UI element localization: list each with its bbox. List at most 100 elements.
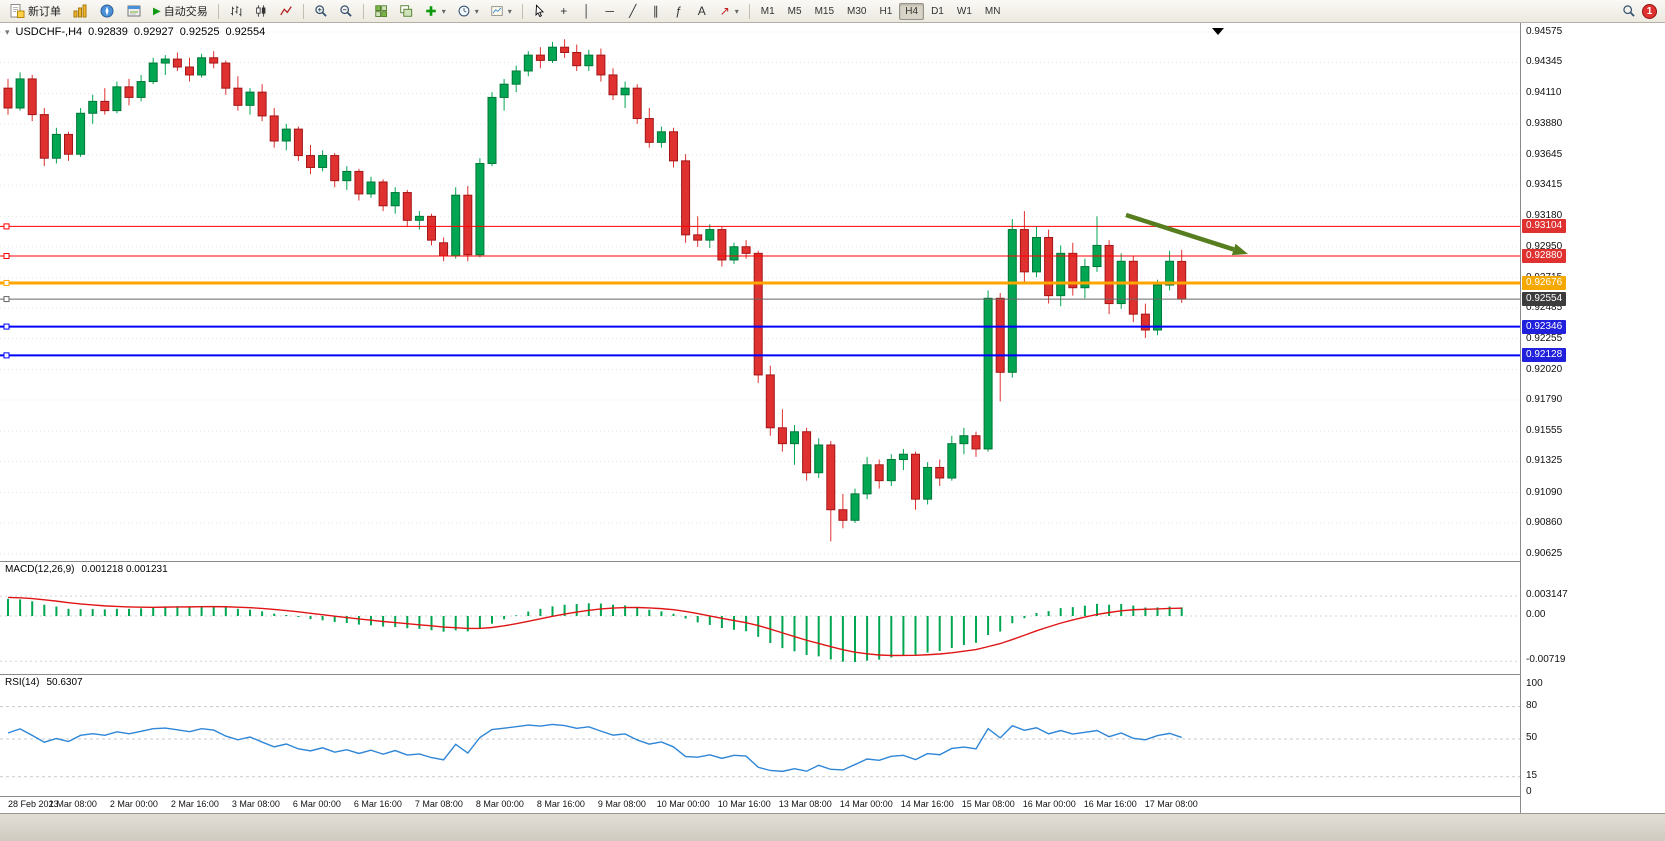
- rsi-line: [7, 723, 1182, 773]
- line-handle[interactable]: [3, 252, 10, 259]
- candle: [995, 293, 1005, 402]
- chevron-down-icon: ▾: [474, 6, 479, 16]
- price-tag[interactable]: 0.92128: [1522, 348, 1567, 363]
- notification-badge[interactable]: 1: [1642, 3, 1657, 19]
- zoom-in-icon: [315, 5, 327, 17]
- text-tool-button[interactable]: A: [691, 1, 713, 21]
- arrows-tool-button[interactable]: ↗ ▾: [714, 1, 744, 21]
- line-handle[interactable]: [3, 279, 10, 286]
- candle: [172, 52, 182, 71]
- rsi-panel[interactable]: RSI(14) 50.6307: [0, 674, 1520, 796]
- price-tag[interactable]: 0.92554: [1522, 292, 1567, 307]
- candle: [838, 493, 848, 529]
- macd-values: 0.001218 0.001231: [81, 564, 168, 575]
- fibonacci-icon: ƒ: [675, 4, 683, 18]
- candlestick-chart-icon: [255, 5, 266, 17]
- candle: [693, 216, 703, 247]
- timeframe-m5-button[interactable]: M5: [787, 5, 802, 17]
- macd-label: MACD(12,26,9): [5, 564, 75, 575]
- search-icon[interactable]: [1622, 4, 1636, 18]
- candlestick-chart-button[interactable]: [249, 1, 273, 21]
- candlestick-plot[interactable]: [0, 23, 1520, 561]
- price-tag[interactable]: 0.92676: [1522, 275, 1567, 290]
- price-axis-label: 0.93880: [1526, 117, 1563, 129]
- cursor-tool-button[interactable]: [528, 1, 552, 21]
- tile-windows-button[interactable]: [369, 1, 393, 21]
- fibonacci-tool-button[interactable]: ƒ: [668, 1, 690, 21]
- templates-button[interactable]: ▾: [485, 1, 517, 21]
- candle: [209, 51, 219, 69]
- candle: [233, 76, 243, 111]
- price-axis[interactable]: 0.94575 0.94345 0.94110 0.93880 0.93645 0.934…: [1520, 23, 1665, 813]
- trend-arrow[interactable]: [1125, 212, 1248, 256]
- ohlc-open: 0.92839: [88, 26, 128, 38]
- new-order-label: 新订单: [28, 6, 61, 18]
- horizontal-line-tool-button[interactable]: ─: [599, 1, 621, 21]
- ohlc-low: 0.92525: [179, 26, 220, 38]
- navigator-button[interactable]: [94, 1, 120, 21]
- vertical-line-tool-button[interactable]: │: [576, 1, 598, 21]
- time-axis-label: 7 Mar 08:00: [414, 799, 463, 809]
- candle: [475, 158, 485, 258]
- macd-panel[interactable]: MACD(12,26,9) 0.001218 0.001231: [0, 561, 1520, 674]
- candle: [281, 123, 291, 151]
- price-tag[interactable]: 0.92880: [1522, 248, 1567, 263]
- zoom-out-button[interactable]: [334, 1, 358, 21]
- line-chart-button[interactable]: [274, 1, 298, 21]
- line-handle[interactable]: [3, 352, 10, 359]
- candle: [39, 107, 49, 167]
- candle: [971, 431, 981, 457]
- time-axis[interactable]: 28 Feb 2023 1 Mar 08:00 2 Mar 00:00 2 Mar 1…: [0, 796, 1520, 813]
- timeframe-mn-button[interactable]: MN: [984, 5, 1001, 17]
- cascade-windows-button[interactable]: [394, 1, 418, 21]
- time-axis-label: 1 Mar 08:00: [48, 799, 97, 809]
- price-tag[interactable]: 0.92346: [1522, 319, 1567, 334]
- channel-tool-button[interactable]: ∥: [645, 1, 667, 21]
- price-axis-label: 0.93415: [1526, 179, 1563, 191]
- candle: [535, 47, 545, 69]
- chevron-down-icon: ▾: [507, 6, 512, 16]
- price-axis-label: 0.92255: [1526, 332, 1563, 344]
- candle: [1177, 249, 1187, 303]
- timeframe-d1-button[interactable]: D1: [931, 5, 944, 17]
- candle: [656, 126, 666, 148]
- terminal-button[interactable]: [121, 1, 147, 21]
- candle: [560, 39, 570, 58]
- chart-shift-marker[interactable]: [1212, 28, 1224, 35]
- timeframe-w1-button[interactable]: W1: [956, 5, 972, 17]
- candle: [862, 456, 872, 500]
- candle: [983, 290, 993, 452]
- candle: [1080, 258, 1090, 299]
- rsi-plot[interactable]: [0, 675, 1520, 796]
- collapse-icon[interactable]: ▾: [5, 27, 10, 37]
- toolbar-separator: [302, 3, 304, 19]
- candle: [306, 144, 315, 175]
- price-axis-label: 0.94110: [1526, 87, 1562, 99]
- market-watch-button[interactable]: [67, 1, 93, 21]
- timeframe-m30-button[interactable]: M30: [847, 5, 867, 17]
- zoom-in-button[interactable]: [309, 1, 333, 21]
- price-axis-label: 0.91090: [1526, 486, 1563, 498]
- price-tag[interactable]: 0.93104: [1522, 219, 1567, 234]
- crosshair-tool-button[interactable]: +: [553, 1, 575, 21]
- periods-button[interactable]: ▾: [452, 1, 484, 21]
- auto-trading-button[interactable]: ▶ 自动交易: [148, 1, 213, 21]
- line-handle[interactable]: [3, 296, 10, 303]
- line-handle[interactable]: [3, 323, 10, 330]
- timeframe-m1-button[interactable]: M1: [760, 5, 775, 17]
- indicators-button[interactable]: ▾: [419, 1, 451, 21]
- trendline-tool-button[interactable]: ╱: [622, 1, 644, 21]
- tile-windows-icon: [375, 5, 387, 17]
- new-order-button[interactable]: 新订单: [4, 1, 66, 21]
- rsi-axis-label: 0: [1526, 786, 1532, 797]
- macd-plot[interactable]: [0, 562, 1520, 674]
- price-axis-label: 0.92950: [1526, 240, 1563, 252]
- main-chart-panel[interactable]: ▾ USDCHF-,H4 0.92839 0.92927 0.92525 0.9…: [0, 23, 1520, 561]
- bar-chart-button[interactable]: [224, 1, 248, 21]
- timeframe-h1-button[interactable]: H1: [879, 5, 893, 17]
- timeframe-m15-button[interactable]: M15: [814, 5, 835, 17]
- time-axis-label: 10 Mar 00:00: [656, 799, 710, 809]
- timeframe-h4-button[interactable]: H4: [899, 2, 925, 20]
- candle: [76, 107, 86, 157]
- line-handle[interactable]: [3, 223, 10, 230]
